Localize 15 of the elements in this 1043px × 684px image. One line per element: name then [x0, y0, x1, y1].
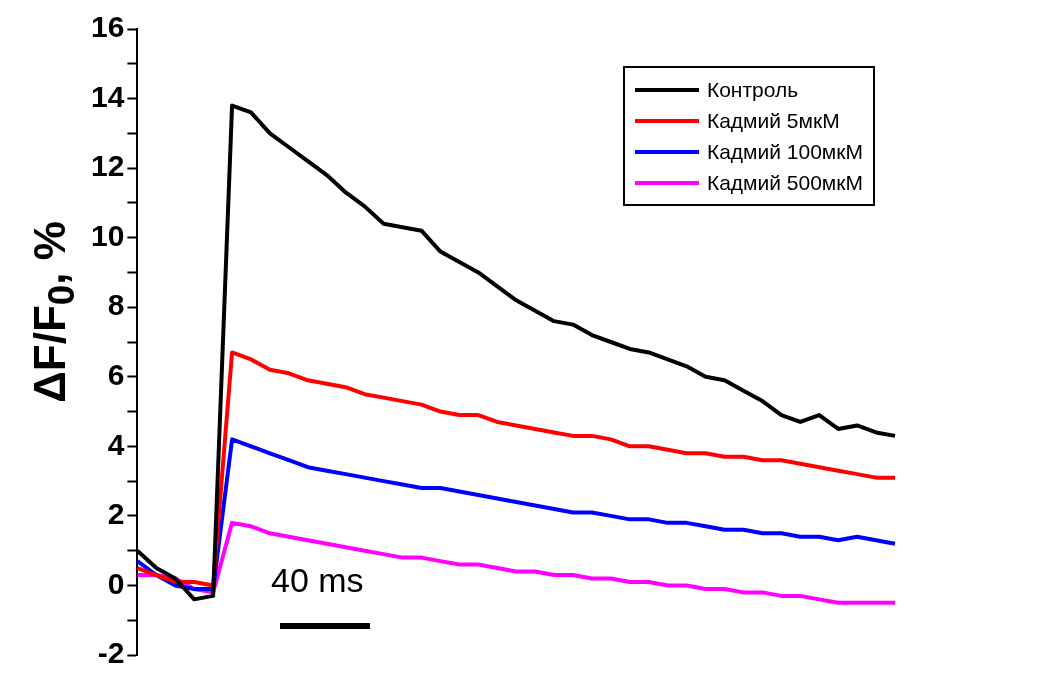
y-tick-label: 12	[90, 149, 125, 183]
y-tick-label: 0	[107, 566, 125, 600]
legend-label: Кадмий 100мкМ	[706, 139, 863, 165]
legend-label: Кадмий 500мкМ	[706, 170, 863, 196]
y-tick-label: -2	[97, 636, 125, 670]
annotation: 40 ms	[271, 560, 364, 599]
y-tick-label: 4	[107, 427, 125, 461]
y-tick-label: 6	[107, 358, 125, 392]
y-tick-label: 16	[90, 10, 125, 44]
legend-label: Контроль	[706, 77, 799, 103]
y-tick-label: 2	[107, 497, 125, 531]
legend-label: Кадмий 5мкМ	[706, 108, 840, 134]
y-tick-label: 10	[90, 218, 125, 252]
y-tick-label: 14	[90, 79, 125, 113]
y-tick-label: 8	[107, 288, 125, 322]
